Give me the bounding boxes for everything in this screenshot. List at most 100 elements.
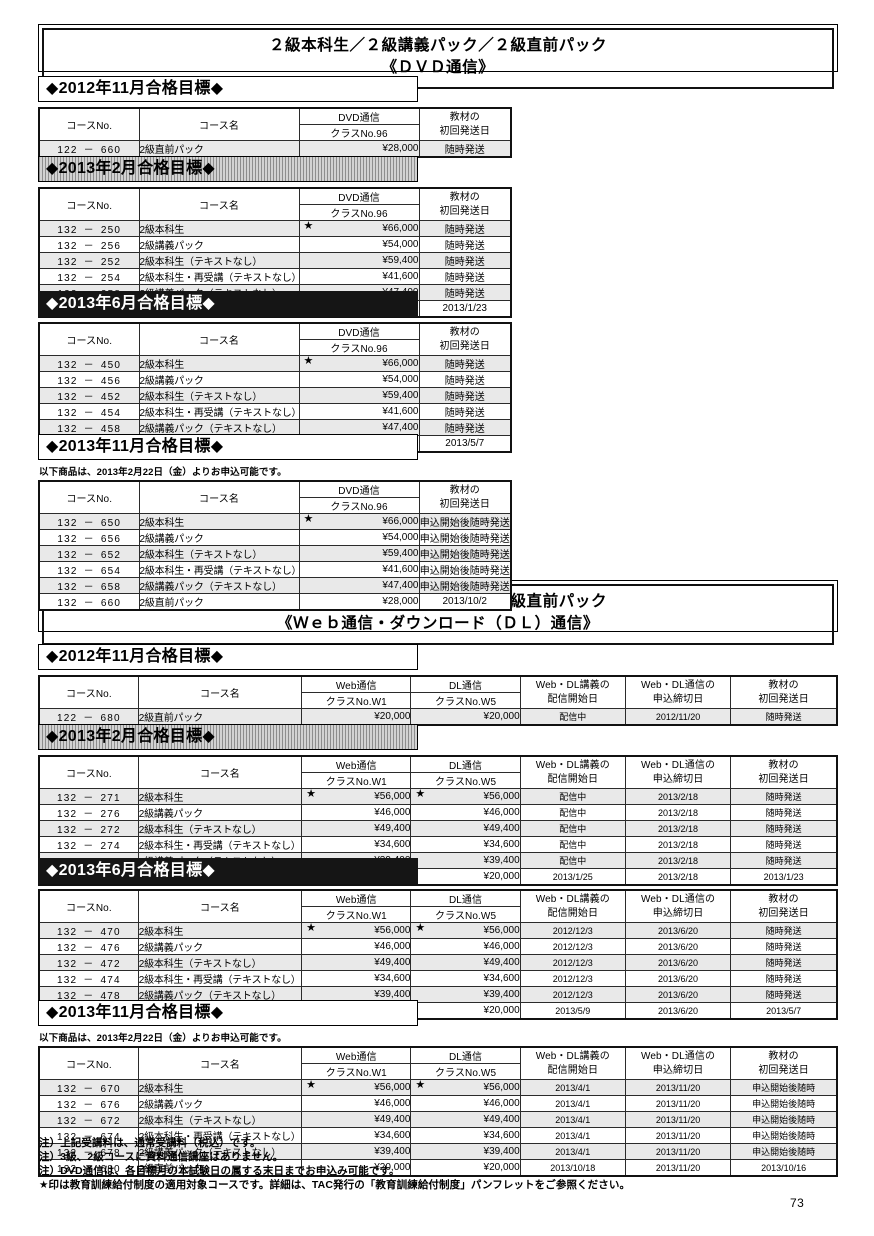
cell-course-name: 2級講義パック bbox=[137, 804, 303, 821]
cell-first-shipping[interactable]: 申込開始後随時発送 bbox=[418, 529, 512, 546]
table-header-row-2: クラスNo.W1 クラスNo.W5 bbox=[39, 692, 837, 709]
star-eligibility-icon: ★ bbox=[415, 788, 426, 801]
dvd-table-0: コースNo. コース名 DVD通信 教材の 初回発送日 クラスNo.96 122 － 660 2級… bbox=[38, 107, 512, 158]
footnote-1: 注）上記受講料は、通常受講料（税込）です。 bbox=[39, 1137, 261, 1149]
cell-course-name: 2級本科生 bbox=[137, 1079, 303, 1096]
course-no-suffix: 672 bbox=[100, 1116, 121, 1127]
cell-course-no: 132 － 254 bbox=[38, 268, 140, 285]
table-row: 132 － 256 2級講義パック ¥54,000 随時発送 bbox=[38, 236, 512, 253]
table-row: 132 － 252 2級本科生（テキストなし） ¥59,400 随時発送 bbox=[38, 252, 512, 269]
course-no-prefix: 132 bbox=[56, 1100, 78, 1111]
page-number: 73 bbox=[790, 1196, 805, 1210]
table-row: 122 － 660 2級直前パック ¥28,000 随時発送 bbox=[38, 140, 512, 158]
cell-first-shipping[interactable]: 申込開始後随時発送 bbox=[418, 577, 512, 594]
web-price-value: ¥39,400 bbox=[374, 989, 411, 1000]
cell-course-name: 2級本科生 bbox=[138, 355, 300, 372]
header-dl-class-no: クラスNo.W5 bbox=[410, 772, 521, 789]
section-title: ◆2012年11月合格目標◆ bbox=[46, 80, 224, 97]
cell-first-shipping[interactable]: 随時発送 bbox=[418, 371, 512, 388]
cell-first-shipping[interactable]: 随時発送 bbox=[418, 140, 512, 158]
cell-course-no: 132 － 256 bbox=[38, 236, 140, 253]
course-no-prefix: 132 bbox=[56, 943, 78, 954]
course-no-dash: － bbox=[83, 927, 95, 938]
cell-first-shipping[interactable]: 申込開始後随時発送 bbox=[418, 561, 512, 578]
section-header-web_sections-0: ◆2012年11月合格目標◆ bbox=[38, 644, 418, 670]
cell-delivery-start: 2013/1/25 bbox=[519, 868, 626, 886]
cell-course-no: 132 － 454 bbox=[38, 403, 140, 420]
star-eligibility-icon: ★ bbox=[415, 1079, 426, 1092]
cell-dl-price: ¥46,000 bbox=[410, 938, 521, 955]
header-web-channel: Web通信 bbox=[301, 755, 412, 773]
cell-first-shipping: 申込開始後随時 bbox=[730, 1111, 838, 1128]
cell-course-name: 2級直前パック bbox=[137, 1159, 303, 1177]
cell-dl-price: ¥39,400 bbox=[410, 986, 521, 1003]
cell-first-shipping[interactable]: 随時発送 bbox=[418, 284, 512, 301]
course-no-suffix: 476 bbox=[100, 943, 121, 954]
cell-first-shipping[interactable]: 随時発送 bbox=[418, 268, 512, 285]
cell-first-shipping[interactable]: 随時発送 bbox=[418, 419, 512, 436]
cell-first-shipping: 随時発送 bbox=[730, 852, 838, 869]
table-header-row: コースNo. コース名 Web通信 DL通信 Web・DL講義の 配信開始日 Web・DL通… bbox=[38, 1046, 838, 1080]
course-no-dash: － bbox=[83, 793, 95, 804]
cell-first-shipping: 申込開始後随時 bbox=[730, 1143, 838, 1160]
header-web-channel: Web通信 bbox=[301, 1046, 412, 1064]
cell-first-shipping: 2013/5/7 bbox=[730, 1002, 838, 1020]
web-price-value: ¥46,000 bbox=[374, 1098, 411, 1109]
header-web-channel: Web通信 bbox=[301, 889, 412, 907]
cell-first-shipping: 随時発送 bbox=[730, 922, 838, 939]
course-no-prefix: 132 bbox=[57, 360, 78, 371]
header-dvd-channel: DVD通信 bbox=[298, 187, 420, 205]
dl-price-value: ¥34,600 bbox=[483, 973, 520, 984]
cell-delivery-start: 2012/12/3 bbox=[519, 970, 626, 987]
course-no-prefix: 132 bbox=[57, 582, 78, 593]
cell-first-shipping[interactable]: 随時発送 bbox=[418, 220, 512, 237]
footnote-3: 注）DVD通信は、各目標月の本試験日の属する末日までお申込み可能です。 bbox=[39, 1165, 400, 1177]
header-first-shipping-line-1: 教材の bbox=[449, 111, 480, 123]
course-no-suffix: 276 bbox=[100, 809, 121, 820]
cell-first-shipping[interactable]: 申込開始後随時発送 bbox=[418, 545, 512, 562]
dvd-price-value: ¥59,400 bbox=[382, 255, 419, 266]
cell-first-shipping[interactable]: 2013/5/7 bbox=[418, 435, 512, 453]
cell-dl-price: ★ ¥56,000 bbox=[410, 788, 521, 805]
section-header-dvd_sections-1: ◆2013年2月合格目標◆ bbox=[38, 156, 418, 182]
cell-first-shipping[interactable]: 随時発送 bbox=[418, 252, 512, 269]
section-header-dvd_sections-3: ◆2013年11月合格目標◆ bbox=[38, 434, 418, 460]
table-row: 132 － 452 2級本科生（テキストなし） ¥59,400 随時発送 bbox=[38, 387, 512, 404]
header-delivery-start-line-1: Web・DL講義の bbox=[535, 1050, 610, 1062]
cell-first-shipping[interactable]: 随時発送 bbox=[418, 403, 512, 420]
header-course-name: コース名 bbox=[137, 889, 303, 923]
table-header-row-2: クラスNo.96 bbox=[39, 124, 511, 141]
table-row: 132 － 456 2級講義パック ¥54,000 随時発送 bbox=[38, 371, 512, 388]
cell-dvd-price: ¥41,600 bbox=[298, 403, 420, 420]
header-dvd-class-no: クラスNo.96 bbox=[298, 124, 420, 141]
cell-dvd-price: ¥41,600 bbox=[298, 268, 420, 285]
star-eligibility-icon: ★ bbox=[303, 220, 314, 233]
dl-price-value: ¥34,600 bbox=[483, 1130, 520, 1141]
cell-delivery-start: 2012/12/3 bbox=[519, 938, 626, 955]
section-title: ◆2013年6月合格目標◆ bbox=[46, 295, 216, 312]
header-first-shipping: 教材の 初回発送日 bbox=[418, 187, 512, 221]
cell-course-no: 132 － 450 bbox=[38, 355, 140, 372]
course-no-dash: － bbox=[83, 582, 95, 593]
cell-first-shipping[interactable]: 2013/1/23 bbox=[418, 300, 512, 318]
cell-web-price: ¥46,000 bbox=[301, 1095, 412, 1112]
cell-first-shipping[interactable]: 2013/10/2 bbox=[418, 593, 512, 611]
cell-dl-price: ¥46,000 bbox=[410, 1095, 521, 1112]
header-dl-channel: DL通信 bbox=[410, 889, 521, 907]
header-course-name: コース名 bbox=[137, 755, 303, 789]
web-price-value: ¥20,000 bbox=[374, 1162, 411, 1173]
section-header-dvd_sections-0: ◆2012年11月合格目標◆ bbox=[38, 76, 418, 102]
cell-first-shipping[interactable]: 随時発送 bbox=[418, 355, 512, 372]
cell-first-shipping[interactable]: 随時発送 bbox=[418, 236, 512, 253]
header-dl-class-no: クラスNo.W5 bbox=[410, 692, 521, 709]
dl-price-value: ¥34,600 bbox=[483, 839, 520, 850]
header-delivery-start: Web・DL講義の 配信開始日 bbox=[519, 755, 626, 789]
cell-first-shipping: 随時発送 bbox=[730, 938, 838, 955]
cell-dvd-price: ¥59,400 bbox=[298, 252, 420, 269]
table-row: 132 － 474 2級本科生・再受講（テキストなし） ¥34,600 ¥34,600 20… bbox=[38, 970, 838, 987]
cell-first-shipping[interactable]: 申込開始後随時発送 bbox=[418, 513, 512, 530]
table-row: 132 － 458 2級講義パック（テキストなし） ¥47,400 随時発送 bbox=[38, 419, 512, 436]
section-title: ◆2013年2月合格目標◆ bbox=[46, 160, 216, 177]
header-web-channel: Web通信 bbox=[301, 675, 412, 693]
cell-first-shipping[interactable]: 随時発送 bbox=[418, 387, 512, 404]
